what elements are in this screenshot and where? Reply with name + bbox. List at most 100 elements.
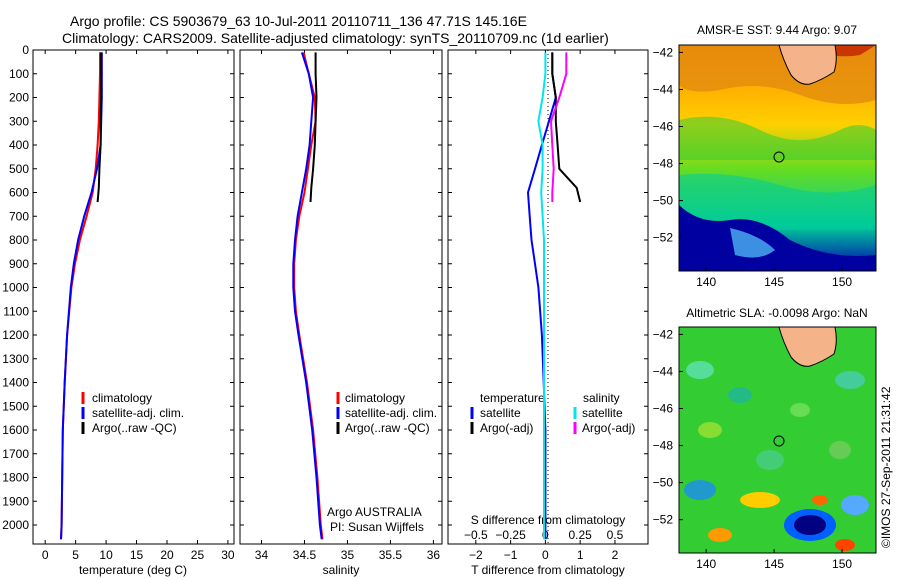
map-y-tick-label: −42 <box>653 327 674 341</box>
map-y-tick-label: −52 <box>653 513 674 527</box>
difference-xlabel: T difference from climatology <box>471 563 625 577</box>
y-tick-label: 1200 <box>2 328 29 342</box>
y-tick-label: 1400 <box>2 376 29 390</box>
map-y-tick-label: −42 <box>653 45 674 59</box>
series-line-argo-raw-qc <box>96 52 103 203</box>
map-y-tick-label: −48 <box>653 439 674 453</box>
sst-map-title: AMSR-E SST: 9.44 Argo: 9.07 <box>697 23 857 37</box>
y-tick-label: 1100 <box>3 304 29 318</box>
y-tick-label: 1300 <box>2 352 29 366</box>
x-tick-label: −2 <box>469 548 483 562</box>
series-line-salinity-argo-adj <box>549 52 568 202</box>
map-y-tick-label: −52 <box>653 231 674 245</box>
y-tick-label: 600 <box>9 186 29 200</box>
y-tick-label: 0 <box>22 43 29 57</box>
map-y-tick-label: −44 <box>653 364 674 378</box>
map-y-tick-label: −50 <box>653 476 674 490</box>
y-tick-label: 100 <box>9 67 29 81</box>
legend-label: Argo(..raw -QC) <box>345 421 430 435</box>
x-tick-label: 34 <box>255 548 269 562</box>
x-tick-label: 0 <box>42 548 49 562</box>
x-tick-label: 15 <box>130 548 144 562</box>
legend-label: Argo(-adj) <box>480 421 533 435</box>
x-tick-label: 25 <box>191 548 205 562</box>
sla-map <box>678 326 877 554</box>
difference-panel <box>447 49 649 545</box>
salinity-legend: climatology satellite-adj. clim. Argo(..… <box>336 391 437 435</box>
figure-title-line2: Climatology: CARS2009. Satellite-adjuste… <box>62 30 609 46</box>
map-x-tick-label: 150 <box>832 557 852 571</box>
series-line-salinity-satellite <box>537 52 547 540</box>
sla-map-title: Altimetric SLA: -0.0098 Argo: NaN <box>686 306 867 320</box>
y-tick-label: 200 <box>9 91 29 105</box>
map-x-tick-label: 145 <box>764 557 784 571</box>
x-tick-label: 5 <box>72 548 79 562</box>
temperature-legend: climatology satellite-adj. clim. Argo(..… <box>81 391 184 435</box>
series-line-temperature-argo-adj <box>551 52 582 203</box>
legend-label: Argo(..raw -QC) <box>92 421 177 435</box>
legend-label: satellite-adj. clim. <box>345 406 437 420</box>
y-tick-label: 300 <box>9 114 29 128</box>
argo-australia-label: Argo AUSTRALIA <box>327 505 422 519</box>
top-x-tick-label: 0.5 <box>607 528 624 542</box>
legend-label: Argo(-adj) <box>582 421 635 435</box>
top-x-tick-label: 0.25 <box>568 528 592 542</box>
y-tick-label: 2000 <box>2 518 29 532</box>
x-tick-label: 0 <box>542 548 549 562</box>
y-tick-label: 700 <box>9 209 29 223</box>
temperature-panel <box>32 49 235 545</box>
x-tick-label: 20 <box>160 548 174 562</box>
temperature-xlabel: temperature (deg C) <box>79 563 187 577</box>
x-tick-label: −1 <box>504 548 518 562</box>
y-tick-label: 1800 <box>2 471 29 485</box>
legend-title-salinity: salinity <box>583 391 620 405</box>
argo-location-marker <box>773 151 785 163</box>
map-x-tick-label: 150 <box>832 275 852 289</box>
series-line-temperature-satellite <box>526 52 557 540</box>
pi-label: PI: Susan Wijffels <box>330 520 424 534</box>
top-x-tick-label: −0.25 <box>495 528 526 542</box>
map-y-tick-label: −44 <box>653 82 674 96</box>
x-tick-label: 1 <box>577 548 584 562</box>
top-x-tick-label: −0.5 <box>464 528 488 542</box>
map-y-tick-label: −46 <box>653 402 674 416</box>
argo-location-marker <box>773 435 785 447</box>
salinity-xlabel: salinity <box>323 563 360 577</box>
y-tick-label: 1500 <box>2 399 29 413</box>
x-tick-label: 35 <box>341 548 355 562</box>
legend-label: satellite <box>480 406 521 420</box>
map-y-tick-label: −50 <box>653 194 674 208</box>
legend-label: satellite-adj. clim. <box>92 406 184 420</box>
legend-title-temperature: temperature <box>480 391 545 405</box>
series-line-argo-raw-qc <box>309 52 318 203</box>
y-tick-label: 1000 <box>2 281 29 295</box>
x-tick-label: 30 <box>221 548 235 562</box>
salinity-panel <box>239 49 443 545</box>
x-tick-label: 2 <box>612 548 619 562</box>
map-x-tick-label: 140 <box>696 557 716 571</box>
y-tick-label: 500 <box>9 162 29 176</box>
x-tick-label: 34.5 <box>293 548 317 562</box>
x-tick-label: 36 <box>427 548 441 562</box>
map-y-tick-label: −46 <box>653 120 674 134</box>
y-tick-label: 900 <box>9 257 29 271</box>
legend-label: climatology <box>345 391 405 405</box>
x-tick-label: 35.5 <box>379 548 403 562</box>
legend-label: satellite <box>582 406 623 420</box>
y-tick-label: 1600 <box>2 423 29 437</box>
map-x-tick-label: 145 <box>764 275 784 289</box>
series-line-satellite-adj-clim <box>292 52 323 540</box>
y-tick-label: 800 <box>9 233 29 247</box>
x-tick-label: 10 <box>99 548 113 562</box>
map-y-tick-label: −48 <box>653 157 674 171</box>
y-tick-label: 1900 <box>2 494 29 508</box>
y-tick-label: 1700 <box>2 447 29 461</box>
copyright-label: ©IMOS 27-Sep-2011 21:31:42 <box>879 386 893 548</box>
sst-map <box>678 44 877 272</box>
map-x-tick-label: 140 <box>696 275 716 289</box>
difference-legend: temperature salinity satellite Argo(-adj… <box>470 391 635 435</box>
y-tick-label: 400 <box>9 138 29 152</box>
difference-top-xlabel: S difference from climatology <box>471 513 626 527</box>
figure-title-line1: Argo profile: CS 5903679_63 10-Jul-2011 … <box>70 13 527 29</box>
